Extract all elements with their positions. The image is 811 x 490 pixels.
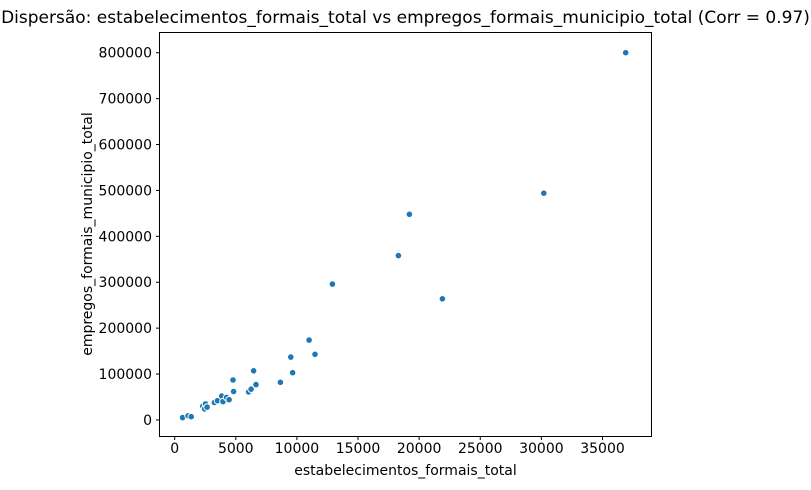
y-tick-label: 500000 xyxy=(99,183,152,199)
scatter-point xyxy=(229,376,237,384)
x-tick-label: 30000 xyxy=(519,441,564,457)
x-tick-label: 25000 xyxy=(458,441,503,457)
scatter-point xyxy=(405,210,414,219)
scatter-point xyxy=(249,367,258,375)
scatter-point xyxy=(252,380,260,389)
y-tick-label: 200000 xyxy=(99,321,152,337)
y-tick-label: 300000 xyxy=(99,275,152,291)
scatter-point xyxy=(305,336,313,344)
scatter-point xyxy=(438,295,447,303)
scatter-point xyxy=(247,385,255,394)
x-tick-label: 0 xyxy=(170,441,179,457)
scatter-point xyxy=(187,412,195,421)
x-tick-label: 15000 xyxy=(336,441,381,457)
chart-title: Dispersão: estabelecimentos_formais_tota… xyxy=(1,8,810,28)
scatter-point xyxy=(621,48,630,57)
scatter-point xyxy=(229,387,238,396)
scatter-point xyxy=(540,189,548,197)
x-tick-label: 35000 xyxy=(580,441,625,457)
scatter-point xyxy=(288,368,297,377)
scatter-point xyxy=(225,395,233,404)
x-tick-label: 10000 xyxy=(275,441,320,457)
scatter-point xyxy=(287,353,295,361)
y-tick-label: 400000 xyxy=(99,229,152,245)
x-axis-label: estabelecimentos_formais_total xyxy=(294,463,517,479)
x-tick-label: 5000 xyxy=(218,441,254,457)
y-tick-label: 600000 xyxy=(99,138,152,154)
scatter-point xyxy=(394,251,403,260)
y-tick-label: 800000 xyxy=(99,46,152,62)
scatter-point xyxy=(311,350,319,359)
plot-border xyxy=(159,32,652,437)
x-tick-label: 20000 xyxy=(397,441,442,457)
y-tick-label: 100000 xyxy=(99,367,152,383)
scatter-point xyxy=(276,378,285,387)
scatter-point xyxy=(203,403,211,411)
y-tick-label: 700000 xyxy=(99,92,152,108)
scatter-point xyxy=(328,280,337,288)
y-tick-label: 0 xyxy=(143,413,152,429)
